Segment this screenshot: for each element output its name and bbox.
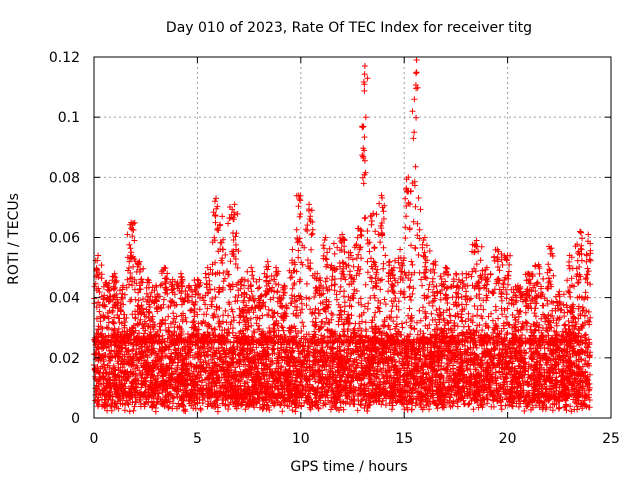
x-tick-label: 15 — [395, 431, 413, 447]
x-axis-label: GPS time / hours — [290, 459, 407, 475]
chart-title: Day 010 of 2023, Rate Of TEC Index for r… — [166, 20, 532, 36]
axis-ticks: 0 5 10 15 20 25 0 0.02 0.04 0.06 0.08 0.1 0.12 — [49, 50, 620, 447]
y-tick-label: 0.06 — [49, 231, 80, 247]
x-tick-label: 0 — [90, 431, 99, 447]
y-axis-label: ROTI / TECUs — [6, 193, 22, 285]
y-tick-label: 0.08 — [49, 170, 80, 186]
roti-data-points — [91, 57, 594, 415]
x-tick-label: 20 — [499, 431, 517, 447]
roti-point-markers — [91, 57, 594, 415]
x-tick-label: 5 — [193, 431, 202, 447]
y-tick-label: 0 — [71, 411, 80, 427]
y-tick-label: 0.1 — [58, 110, 80, 126]
y-tick-label: 0.04 — [49, 291, 80, 307]
x-tick-label: 25 — [602, 431, 620, 447]
y-tick-label: 0.02 — [49, 351, 80, 367]
x-tick-label: 10 — [292, 431, 310, 447]
y-tick-label: 0.12 — [49, 50, 80, 66]
